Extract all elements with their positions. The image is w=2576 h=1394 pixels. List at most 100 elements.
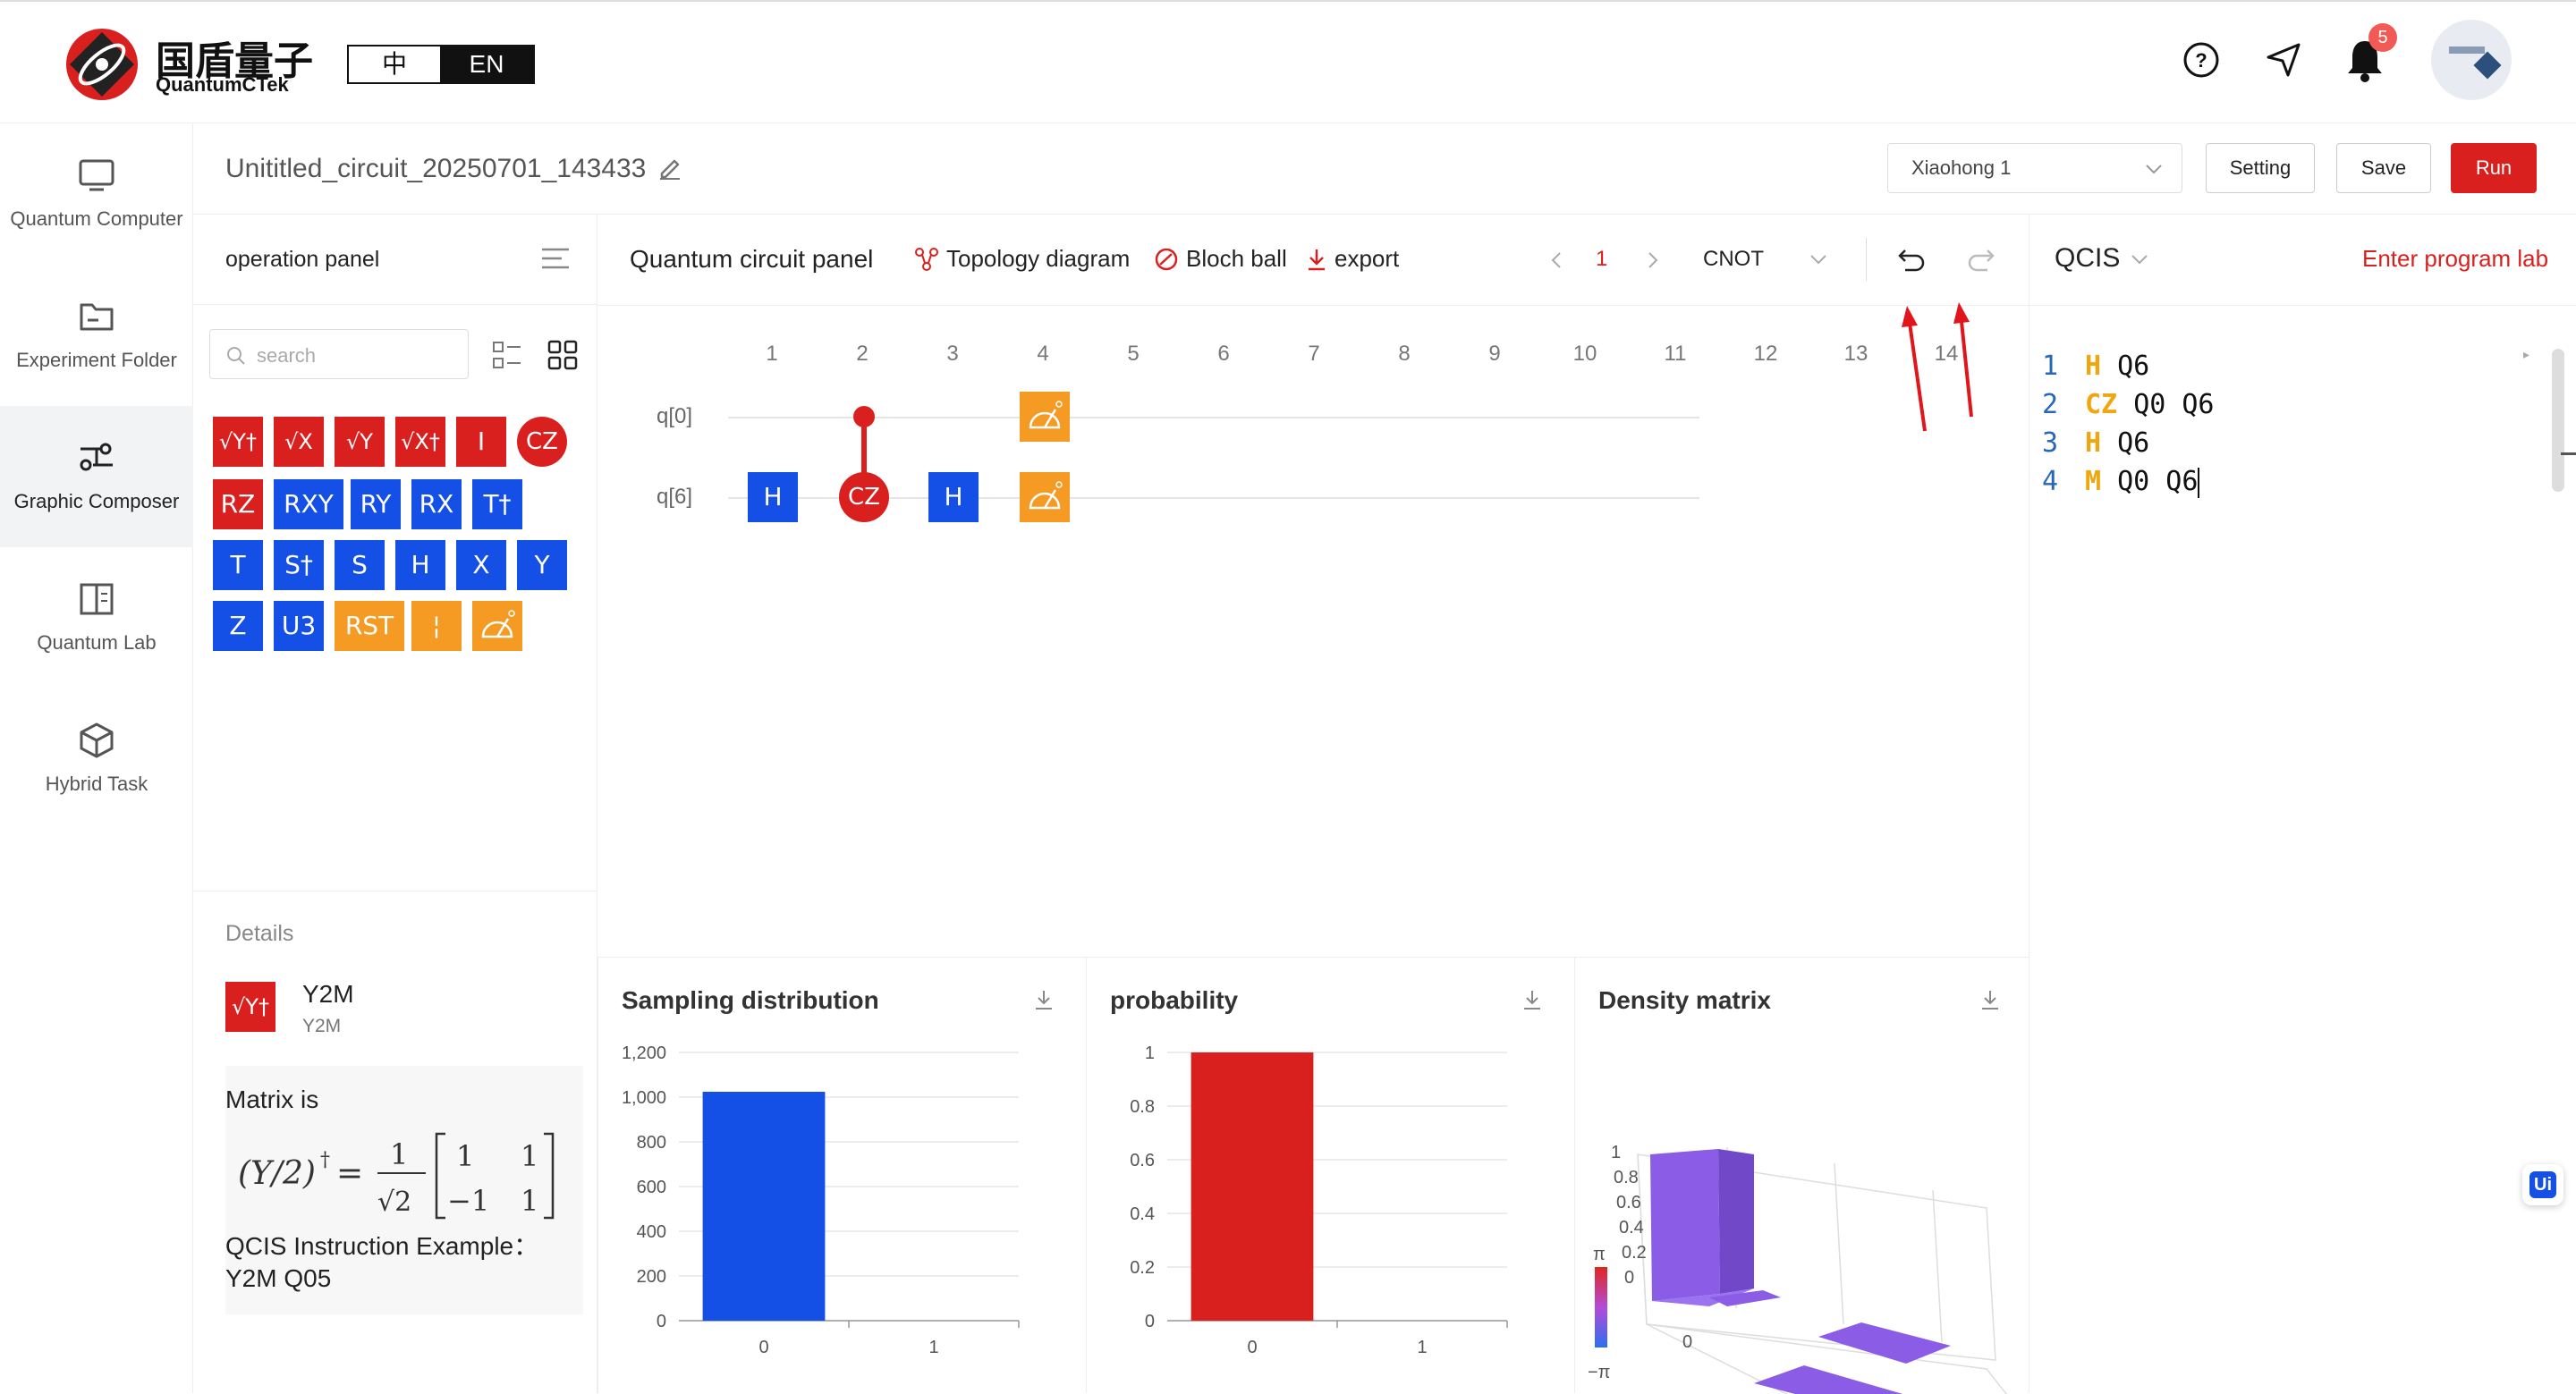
sidebar-item-quantum-lab[interactable]: Quantum Lab [0, 547, 193, 689]
page-number: 1 [1596, 247, 1608, 271]
y-tick-label: 0.8 [1130, 1097, 1155, 1117]
chevron-down-icon [1810, 255, 1826, 265]
gate-rxy[interactable]: RXY [274, 479, 343, 529]
grid-view-icon[interactable] [547, 340, 578, 370]
gate-x2p[interactable]: √X [274, 417, 324, 467]
chevron-right-icon[interactable] [1646, 250, 1660, 270]
circuit-gate-h[interactable]: H [928, 472, 979, 522]
chevron-down-icon[interactable] [2130, 252, 2149, 266]
gate-rz[interactable]: RZ [213, 479, 263, 529]
edit-icon[interactable] [657, 154, 683, 181]
qubit-label: q[6] [657, 485, 693, 509]
bell-icon[interactable] [2345, 38, 2385, 82]
avatar[interactable] [2431, 20, 2512, 100]
gate-ry[interactable]: RY [351, 479, 401, 529]
probability-card: probability 0 0.2 0.4 0.6 0.8 1 0 1 [1086, 957, 1574, 1393]
operation-panel: operation panel search √Y† √X √Y √X† I C… [193, 215, 597, 1393]
sidebar-item-quantum-computer[interactable]: Quantum Computer [0, 123, 193, 265]
column-number: 5 [1127, 342, 1140, 366]
top-bar: 国盾量子 QuantumCTek 中 EN ? 5 [0, 0, 2576, 123]
divider [193, 304, 597, 305]
download-icon [1309, 249, 1325, 271]
gate-h[interactable]: H [395, 540, 445, 590]
download-icon[interactable] [1979, 988, 2001, 1011]
gate-x[interactable]: X [456, 540, 506, 590]
computer-select[interactable]: Xiaohong 1 [1887, 143, 2182, 193]
lang-en-button[interactable]: EN [440, 46, 533, 82]
sidebar-item-experiment-folder[interactable]: Experiment Folder [0, 265, 193, 406]
column-number: 1 [766, 342, 778, 366]
run-button[interactable]: Run [2451, 143, 2537, 193]
gate-t[interactable]: T [213, 540, 263, 590]
redo-icon[interactable] [1966, 245, 1996, 274]
computer-select-value: Xiaohong 1 [1911, 156, 2012, 179]
circuit-canvas[interactable]: 1 2 3 4 5 6 7 8 9 10 11 12 13 14 q[0] q[… [597, 302, 2029, 957]
collapse-menu-icon[interactable] [540, 245, 571, 272]
circuit-gate-measure[interactable] [1020, 472, 1070, 522]
circuit-gate-cz[interactable]: CZ [839, 472, 889, 522]
search-input[interactable]: search [209, 329, 469, 379]
notification-badge: 5 [2368, 23, 2397, 52]
gate-y2m[interactable]: √Y† [213, 417, 263, 467]
svg-text:(Y/2): (Y/2) [238, 1155, 316, 1192]
enter-program-lab-link[interactable]: Enter program lab [2362, 245, 2549, 272]
svg-text:1: 1 [390, 1137, 408, 1171]
gate-y2p[interactable]: √Y [335, 417, 385, 467]
code-op: H [2085, 427, 2102, 459]
list-view-icon[interactable] [492, 340, 522, 370]
gate-select[interactable]: CNOT [1703, 234, 1846, 284]
search-placeholder: search [257, 344, 317, 367]
cz-control-dot[interactable] [853, 406, 875, 427]
gate-rst[interactable]: RST [335, 601, 404, 651]
z-tick-label: 1 [1611, 1143, 1621, 1162]
lang-cn-button[interactable]: 中 [349, 46, 440, 82]
ui-helper-button[interactable]: Ui [2522, 1164, 2563, 1205]
sampling-distribution-card: Sampling distribution 0 200 400 600 800 1,000… [597, 957, 1086, 1393]
measure-icon [1029, 481, 1063, 510]
axis-label: 0 [1682, 1332, 1692, 1352]
gate-barrier[interactable]: ¦ [411, 601, 462, 651]
save-button[interactable]: Save [2336, 143, 2431, 193]
gate-rx[interactable]: RX [411, 479, 462, 529]
sidebar-item-graphic-composer[interactable]: Graphic Composer [0, 406, 193, 547]
bloch-ball-link[interactable]: Bloch ball [1186, 245, 1287, 272]
title-bar: Unititled_circuit_20250701_143433 Xiaoho… [193, 123, 2576, 215]
topology-diagram-link[interactable]: Topology diagram [946, 245, 1131, 272]
gate-y[interactable]: Y [517, 540, 567, 590]
gate-x2m[interactable]: √X† [395, 417, 445, 467]
download-icon[interactable] [1033, 988, 1055, 1011]
circuit-name: Unititled_circuit_20250701_143433 [225, 154, 647, 183]
y-tick-label: 0 [657, 1312, 666, 1331]
color-bar [1595, 1267, 1607, 1348]
gate-s[interactable]: S [335, 540, 385, 590]
setting-button[interactable]: Setting [2206, 143, 2315, 193]
sidebar: Quantum Computer Experiment Folder Graph… [0, 123, 193, 1393]
gate-sd[interactable]: S† [274, 540, 324, 590]
gate-z[interactable]: Z [213, 601, 263, 651]
sidebar-item-label: Graphic Composer [13, 490, 180, 512]
send-icon[interactable] [2265, 41, 2302, 79]
column-number: 6 [1217, 342, 1230, 366]
gate-measure[interactable] [472, 601, 522, 651]
download-icon[interactable] [1521, 988, 1543, 1011]
gate-td[interactable]: T† [472, 479, 522, 529]
gate-u3[interactable]: U3 [274, 601, 324, 651]
undo-icon[interactable] [1896, 245, 1927, 274]
chevron-left-icon[interactable] [1549, 250, 1563, 270]
editor-scrollbar[interactable] [2552, 349, 2564, 492]
density-bars [1650, 1149, 1951, 1394]
circuit-gate-measure[interactable] [1020, 392, 1070, 442]
export-link[interactable]: export [1335, 245, 1400, 272]
sidebar-item-hybrid-task[interactable]: Hybrid Task [0, 689, 193, 830]
svg-text:1: 1 [521, 1139, 538, 1173]
help-icon[interactable]: ? [2182, 41, 2220, 79]
sampling-distribution-chart: 0 200 400 600 800 1,000 1,200 0 1 [622, 1043, 1020, 1357]
z-tick-label: 0.4 [1619, 1218, 1644, 1238]
details-heading: Details [225, 921, 294, 946]
gate-i[interactable]: I [456, 417, 506, 467]
gate-cz[interactable]: CZ [517, 417, 567, 467]
z-tick-label: 0 [1624, 1268, 1634, 1288]
circuit-gate-h[interactable]: H [748, 472, 798, 522]
ui-badge: Ui [2529, 1171, 2556, 1198]
